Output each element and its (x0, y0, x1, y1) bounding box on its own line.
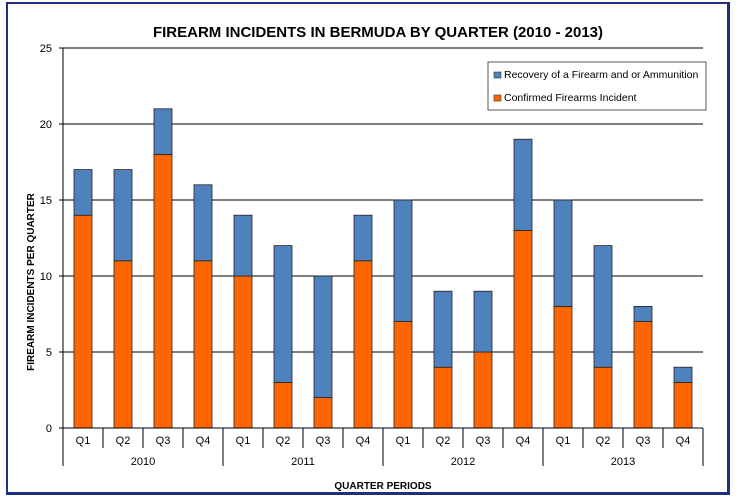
bar-recovery (113, 169, 133, 262)
y-axis-label: FIREARM INCIDENTS PER QUARTER (26, 192, 37, 371)
x-tick-label: Q4 (516, 435, 531, 447)
bar-confirmed-incident (473, 351, 493, 429)
legend: Recovery of a Firearm and or Ammunition … (487, 61, 707, 111)
bar-recovery (153, 108, 173, 155)
x-tick-label: Q2 (436, 435, 451, 447)
bar-confirmed-incident (353, 260, 373, 429)
legend-swatch-confirmed (493, 94, 502, 102)
x-group-label: 2013 (611, 456, 635, 468)
bar-confirmed-incident (273, 381, 293, 429)
x-tick-label: Q3 (636, 435, 651, 447)
y-tick-label: 10 (40, 271, 52, 283)
x-tick-label: Q1 (556, 435, 571, 447)
bar-recovery (193, 184, 213, 262)
bar-confirmed-incident (73, 214, 93, 429)
x-tick-label: Q3 (476, 435, 491, 447)
legend-label-confirmed: Confirmed Firearms Incident (504, 92, 637, 104)
x-tick-label: Q3 (156, 435, 171, 447)
x-tick-label: Q2 (596, 435, 611, 447)
y-tick-label: 20 (40, 119, 52, 131)
legend-swatch-recovery (493, 71, 502, 79)
x-tick-label: Q1 (396, 435, 411, 447)
bar-recovery (353, 214, 373, 262)
bar-confirmed-incident (673, 381, 693, 429)
bar-recovery (433, 290, 453, 368)
bar-recovery (73, 169, 93, 216)
bar-recovery (233, 214, 253, 277)
chart-frame (6, 2, 730, 495)
x-tick-label: Q2 (276, 435, 291, 447)
bar-confirmed-incident (633, 321, 653, 429)
bar-recovery (473, 290, 493, 353)
bar-recovery (553, 199, 573, 307)
bar-confirmed-incident (513, 229, 533, 429)
bar-confirmed-incident (433, 366, 453, 429)
bar-confirmed-incident (313, 397, 333, 429)
bar-recovery (593, 245, 613, 368)
x-tick-label: Q3 (316, 435, 331, 447)
bar-recovery (633, 305, 653, 322)
bar-recovery (273, 245, 293, 383)
bar-confirmed-incident (153, 153, 173, 429)
chart-title: FIREARM INCIDENTS IN BERMUDA BY QUARTER … (153, 24, 603, 41)
y-tick-label: 0 (46, 423, 52, 435)
bar-confirmed-incident (593, 366, 613, 429)
bar-recovery (313, 275, 333, 398)
x-tick-label: Q4 (356, 435, 371, 447)
x-group-label: 2011 (291, 456, 315, 468)
legend-label-recovery: Recovery of a Firearm and or Ammunition (504, 69, 698, 81)
y-tick-label: 25 (40, 43, 52, 55)
x-tick-label: Q4 (196, 435, 211, 447)
bar-recovery (513, 138, 533, 231)
bar-confirmed-incident (193, 260, 213, 429)
x-group-label: 2010 (131, 456, 155, 468)
x-tick-label: Q1 (76, 435, 91, 447)
bar-confirmed-incident (113, 260, 133, 429)
bar-recovery (393, 199, 413, 322)
bar-confirmed-incident (233, 275, 253, 429)
bar-recovery (673, 366, 693, 383)
y-tick-label: 5 (46, 347, 52, 359)
x-group-label: 2012 (451, 456, 475, 468)
x-tick-label: Q4 (676, 435, 691, 447)
x-tick-label: Q1 (236, 435, 251, 447)
x-axis-label: QUARTER PERIODS (334, 481, 432, 492)
x-tick-label: Q2 (116, 435, 131, 447)
y-tick-label: 15 (40, 195, 52, 207)
bar-confirmed-incident (553, 305, 573, 429)
bar-confirmed-incident (393, 321, 413, 429)
